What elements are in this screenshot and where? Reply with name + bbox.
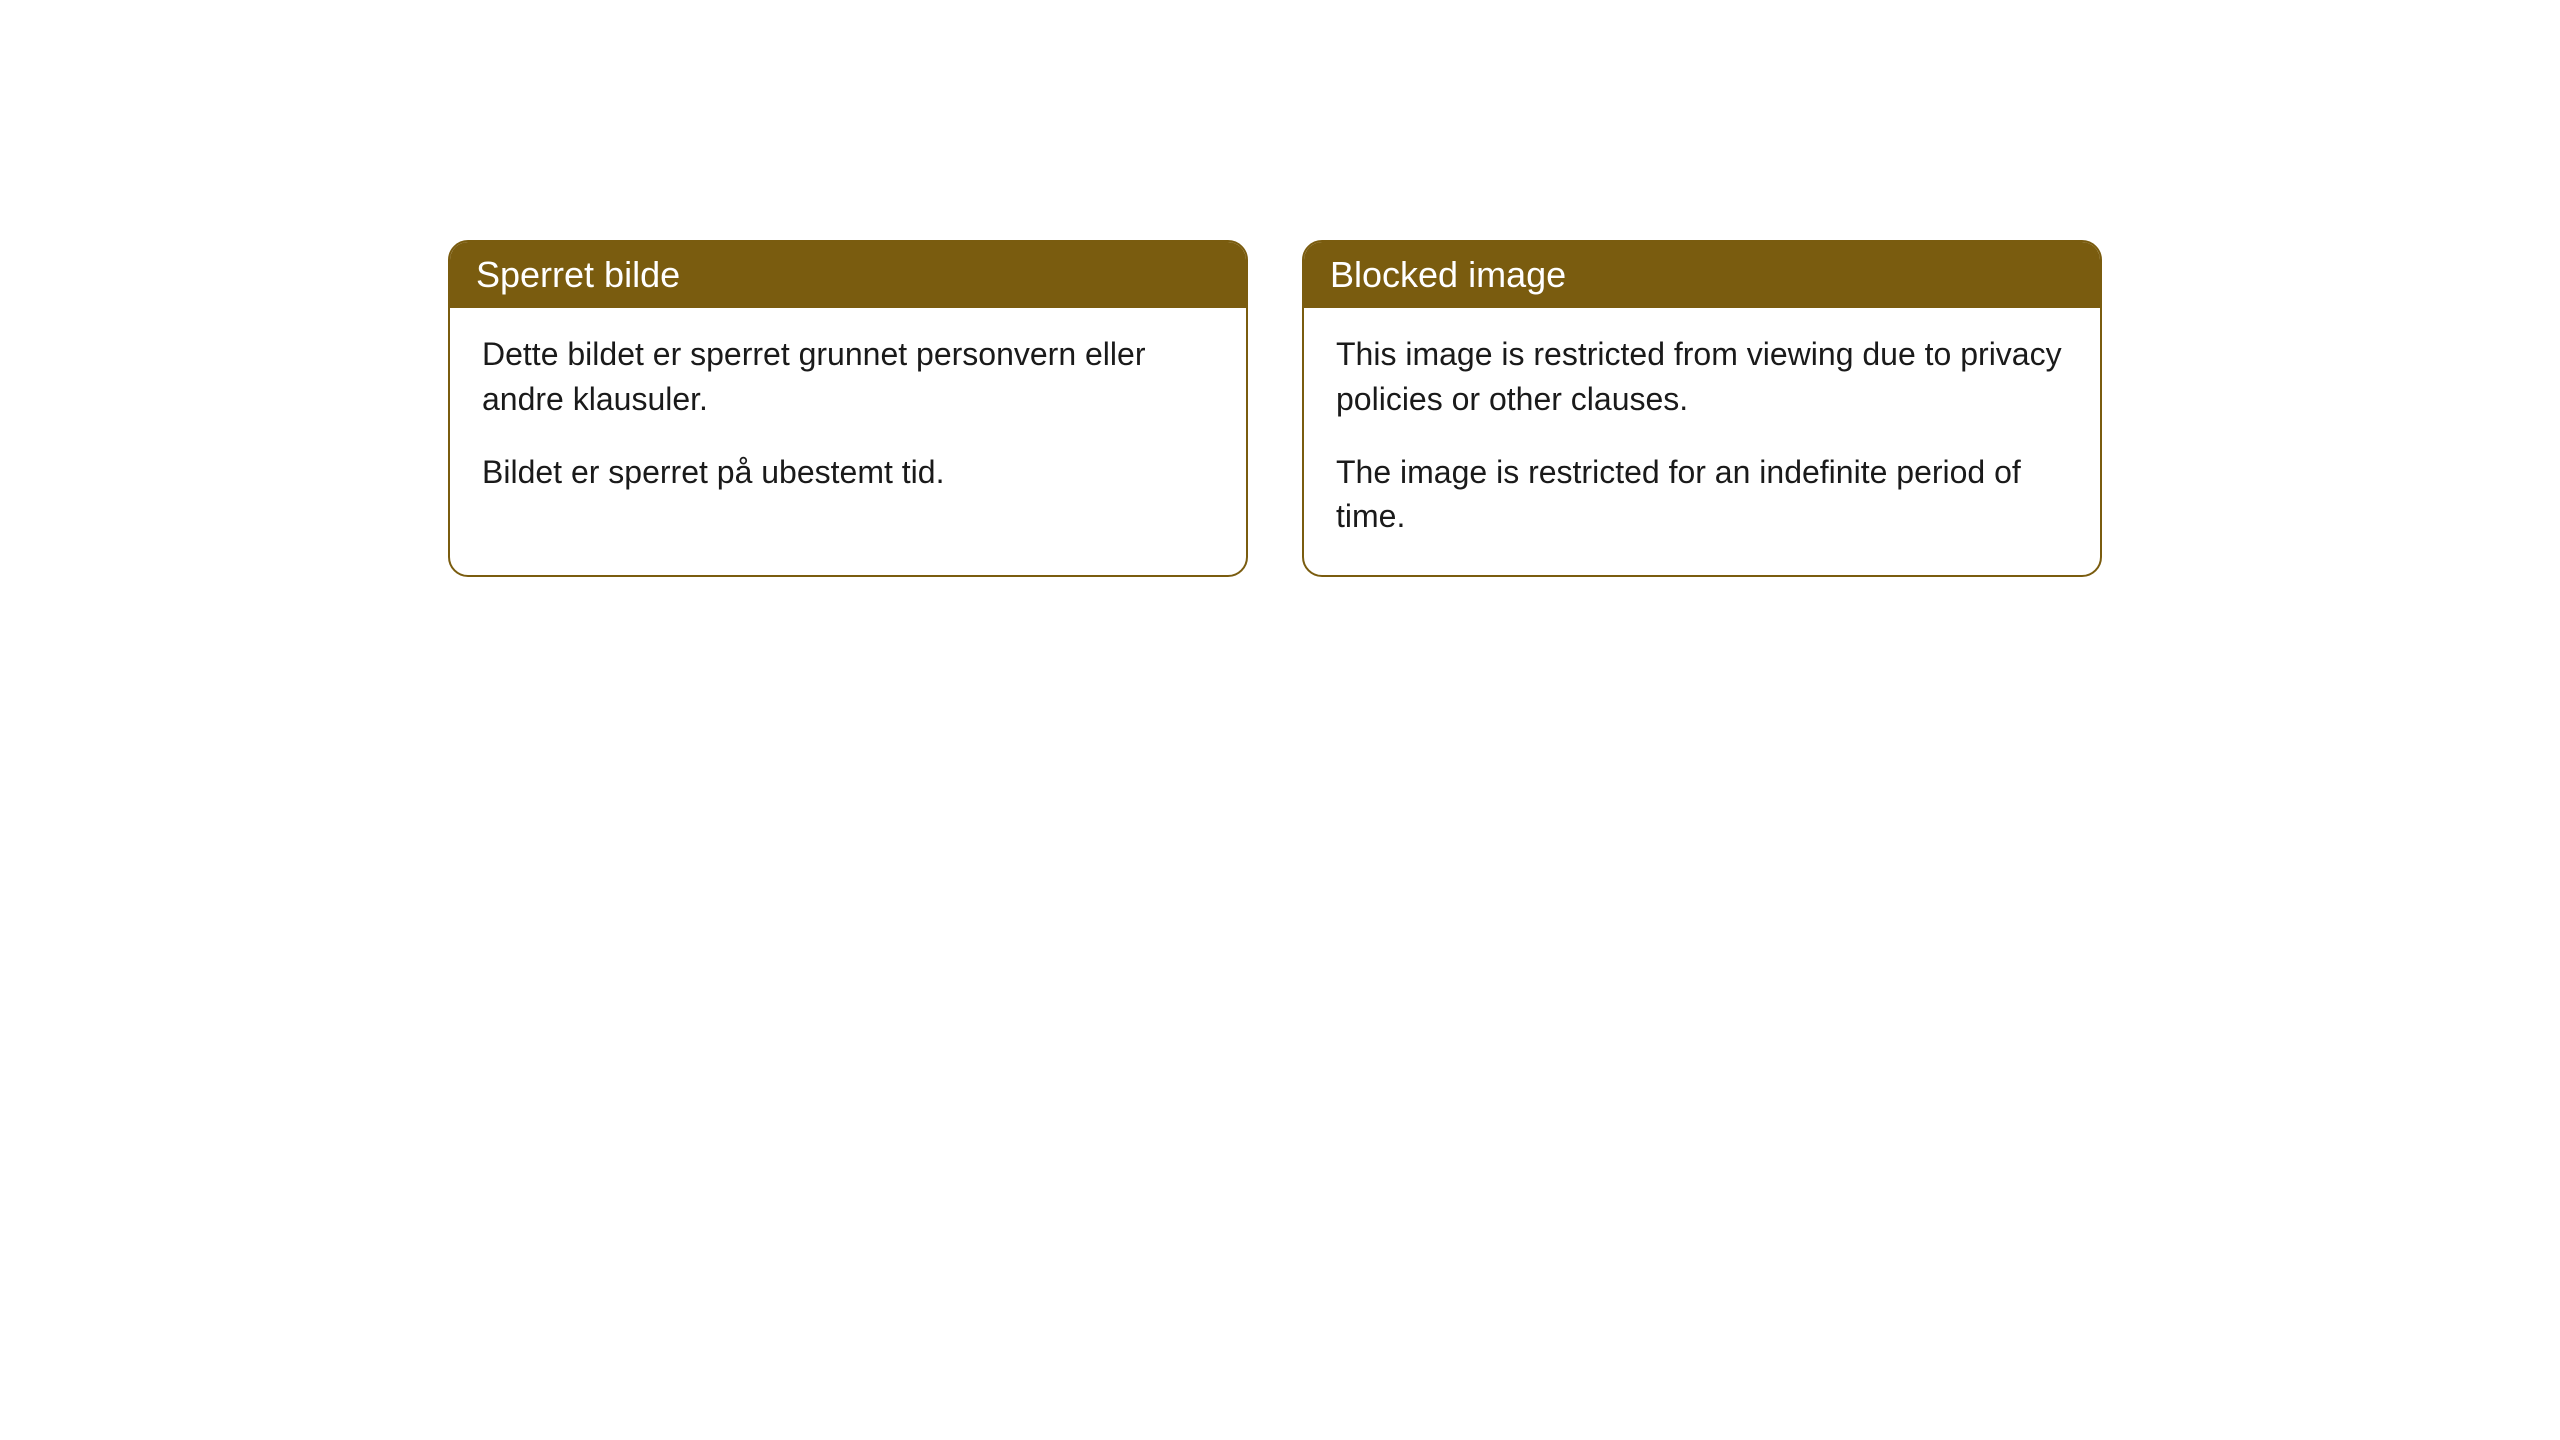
card-paragraph: Bildet er sperret på ubestemt tid. xyxy=(482,450,1214,495)
card-paragraph: This image is restricted from viewing du… xyxy=(1336,332,2068,422)
card-header-norwegian: Sperret bilde xyxy=(450,242,1246,308)
card-body-english: This image is restricted from viewing du… xyxy=(1304,308,2100,575)
card-paragraph: Dette bildet er sperret grunnet personve… xyxy=(482,332,1214,422)
notice-cards-container: Sperret bilde Dette bildet er sperret gr… xyxy=(448,240,2102,577)
notice-card-norwegian: Sperret bilde Dette bildet er sperret gr… xyxy=(448,240,1248,577)
card-paragraph: The image is restricted for an indefinit… xyxy=(1336,450,2068,540)
notice-card-english: Blocked image This image is restricted f… xyxy=(1302,240,2102,577)
card-header-english: Blocked image xyxy=(1304,242,2100,308)
card-title: Blocked image xyxy=(1330,254,1566,295)
card-title: Sperret bilde xyxy=(476,254,680,295)
card-body-norwegian: Dette bildet er sperret grunnet personve… xyxy=(450,308,1246,530)
